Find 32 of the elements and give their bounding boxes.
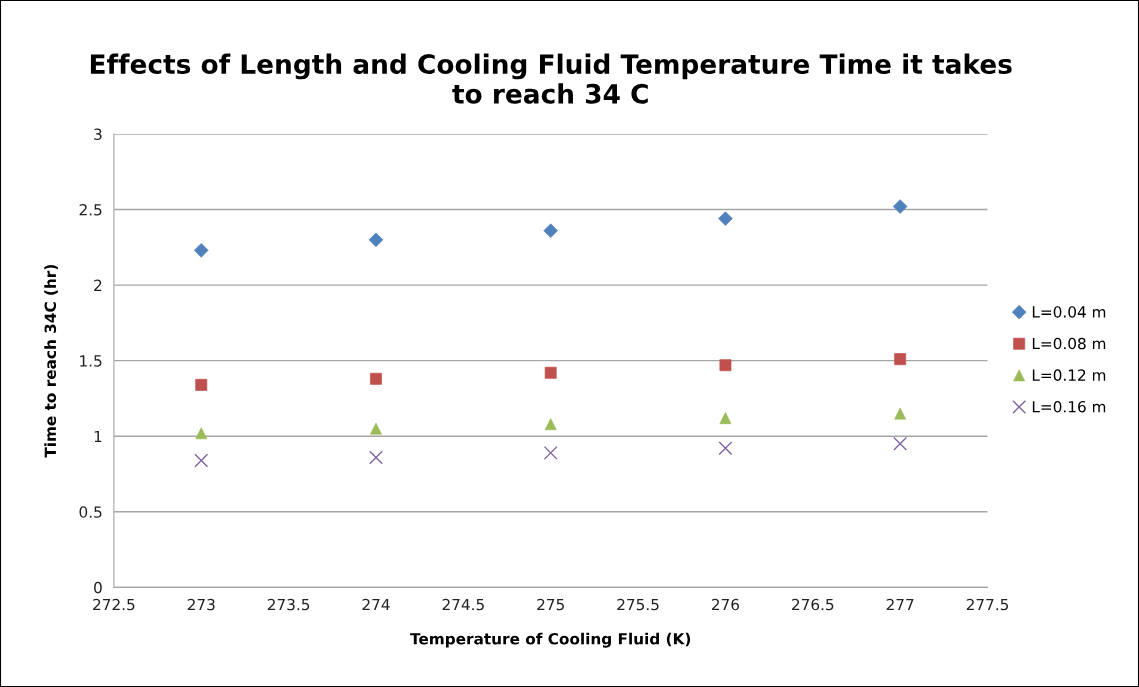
legend-label: L=0.08 m — [1032, 337, 1106, 350]
x-tick-label: 273 — [187, 598, 215, 611]
point — [368, 232, 384, 247]
legend-label: L=0.04 m — [1032, 306, 1106, 318]
y-axis-title: Time to reach 34C (hr) — [44, 264, 58, 458]
y-tick-label: 1 — [94, 430, 102, 443]
chart-title: Effects of Length and Cooling Fluid Temperature Time it takes to reach 34 C — [90, 53, 1012, 104]
x-tick-label: 272.5 — [93, 598, 135, 611]
y-tick-label: 2.5 — [79, 204, 102, 216]
x-tick-label: 276.5 — [792, 598, 834, 611]
point — [893, 436, 908, 451]
x-tick-label: 275 — [537, 598, 564, 611]
y-tick-label: 2 — [94, 279, 102, 291]
x-tick-label: 274 — [362, 598, 390, 611]
legend-label: L=0.16 m — [1032, 400, 1106, 413]
x-tick-label: 273.5 — [267, 598, 310, 611]
point — [370, 372, 382, 385]
point — [543, 445, 558, 460]
x-tick-label: 275.5 — [617, 598, 659, 611]
point — [369, 450, 383, 465]
point — [718, 441, 733, 456]
y-tick-label: 1.5 — [80, 355, 102, 367]
point — [194, 453, 209, 468]
x-tick-label: 276 — [711, 598, 740, 611]
x-tick-label: 274.5 — [442, 598, 484, 611]
x-axis-title: Temperature of Cooling Fluid (K) — [410, 632, 691, 648]
y-tick-label: 3 — [94, 128, 102, 140]
x-tick-label: 277 — [886, 598, 914, 611]
legend-label: L=0.12 m — [1032, 369, 1106, 381]
y-tick-label: 0 — [94, 581, 102, 594]
x-tick-label: 277.5 — [966, 598, 1009, 611]
y-tick-label: 0.5 — [79, 506, 102, 518]
